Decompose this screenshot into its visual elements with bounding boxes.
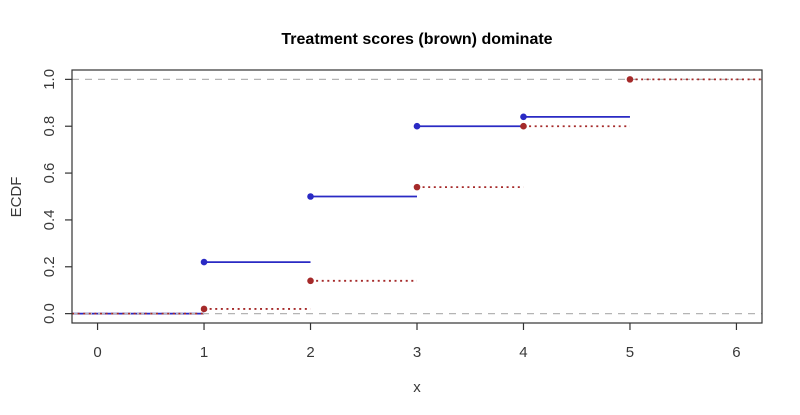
brown-data-point <box>200 305 208 313</box>
y-axis: 0.0 0.2 0.4 0.6 0.8 1.0 <box>41 69 72 324</box>
x-tick-label: 6 <box>732 344 740 361</box>
x-tick-label: 4 <box>519 344 527 361</box>
blue-data-point <box>200 258 208 266</box>
y-tick-label: 0.6 <box>41 163 58 184</box>
x-tick-label: 1 <box>200 344 208 361</box>
brown-data-point <box>307 277 314 285</box>
y-tick-label: 1.0 <box>41 69 58 90</box>
x-axis: 0 1 2 3 4 5 6 <box>93 323 741 361</box>
series-brown <box>200 76 762 313</box>
blue-data-point <box>520 113 527 121</box>
brown-data-point <box>626 76 634 83</box>
y-axis-label: ECDF <box>8 177 25 218</box>
blue-data-point <box>413 122 421 130</box>
y-tick-label: 0.2 <box>41 256 58 277</box>
y-tick-label: 0.0 <box>41 303 58 324</box>
y-tick-label: 0.8 <box>41 116 58 137</box>
chart-title: Treatment scores (brown) dominate <box>281 31 552 48</box>
blue-data-point <box>307 193 314 200</box>
brown-data-point <box>413 183 421 191</box>
series-blue <box>200 113 630 266</box>
x-tick-label: 2 <box>306 344 314 361</box>
x-tick-label: 3 <box>413 344 421 361</box>
x-tick-label: 5 <box>626 344 634 361</box>
y-tick-label: 0.4 <box>41 209 58 230</box>
brown-data-point <box>520 122 527 130</box>
x-axis-label: x <box>413 379 421 396</box>
x-tick-label: 0 <box>93 344 101 361</box>
